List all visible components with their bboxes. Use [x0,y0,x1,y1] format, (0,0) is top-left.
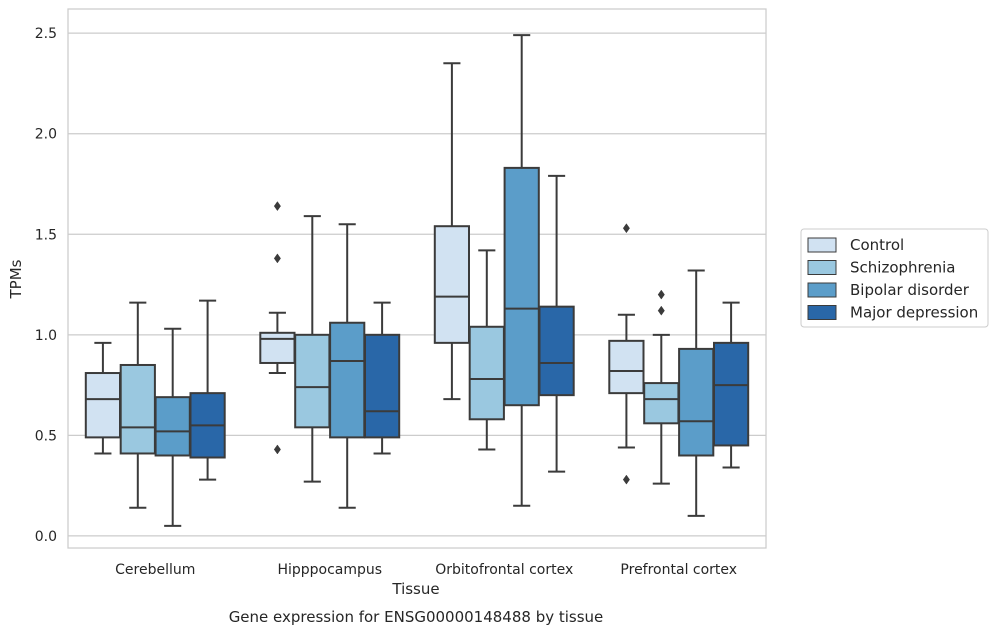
box-group [643,289,680,485]
outlier-point [622,223,630,234]
outlier-point [657,289,665,300]
x-axis-label: Tissue [391,580,439,598]
outlier-point [657,305,665,316]
box-iqr [712,341,750,447]
box-iqr [329,321,366,439]
box-iqr [154,396,191,457]
box-iqr [84,372,122,439]
legend-label: Schizophrenia [850,259,955,277]
box-group [329,223,366,509]
y-axis-label: TPMs [7,259,25,299]
box-iqr [643,382,680,425]
box-group [468,249,505,451]
box-group [189,299,226,481]
legend: Control Schizophrenia Bipolar disorder Majo… [800,228,989,328]
box-series-layer [84,34,750,527]
legend-swatch [807,305,837,320]
legend-swatch [807,260,837,275]
outlier-point [273,253,281,264]
box-iqr [259,331,296,364]
box-group [119,301,156,509]
legend-box [800,228,989,328]
plot-area-frame [67,8,767,549]
legend-swatch [807,237,837,253]
box-iqr [433,225,471,344]
box-group [433,62,471,401]
box-group [712,301,750,469]
box-iqr [363,333,401,439]
legend-swatch [807,282,837,298]
legend-label: Control [850,236,904,254]
box-group [678,269,715,517]
box-iqr [538,305,575,397]
box-iqr [608,339,645,395]
chart-caption: Gene expression for ENSG00000148488 by t… [229,608,604,626]
x-tick-label: Prefrontal cortex [620,562,737,578]
x-tick-label: Cerebellum [115,562,195,578]
box-group [154,327,191,527]
legend-label: Major depression [850,304,978,322]
y-tick-label: 2.5 [35,26,57,42]
box-iqr [119,363,156,455]
legend-label: Bipolar disorder [850,281,970,299]
outlier-point [273,444,281,455]
x-tick-labels: Cerebellum Hipppocampus Orbitofrontal cort… [115,562,737,578]
y-tick-label: 0.0 [35,529,57,545]
box-iqr [294,333,331,429]
box-iqr [678,347,715,457]
box-group [294,215,331,483]
box-group [84,341,122,455]
box-iqr [503,166,540,407]
outlier-point [273,201,281,212]
x-tick-label: Orbitofrontal cortex [435,562,573,578]
box-group [259,201,296,455]
box-group [608,223,645,485]
box-group [538,174,575,473]
box-group [363,301,401,455]
y-tick-label: 1.0 [35,328,57,344]
x-tick-label: Hipppocampus [277,562,382,578]
y-tick-label: 1.5 [35,227,57,243]
box-group [503,34,540,507]
y-tick-label: 2.0 [35,127,57,143]
y-tick-label: 0.5 [35,428,57,444]
box-iqr [468,325,505,421]
outlier-point [622,474,630,485]
y-tick-labels: 0.0 0.5 1.0 1.5 2.0 2.5 [35,26,57,545]
